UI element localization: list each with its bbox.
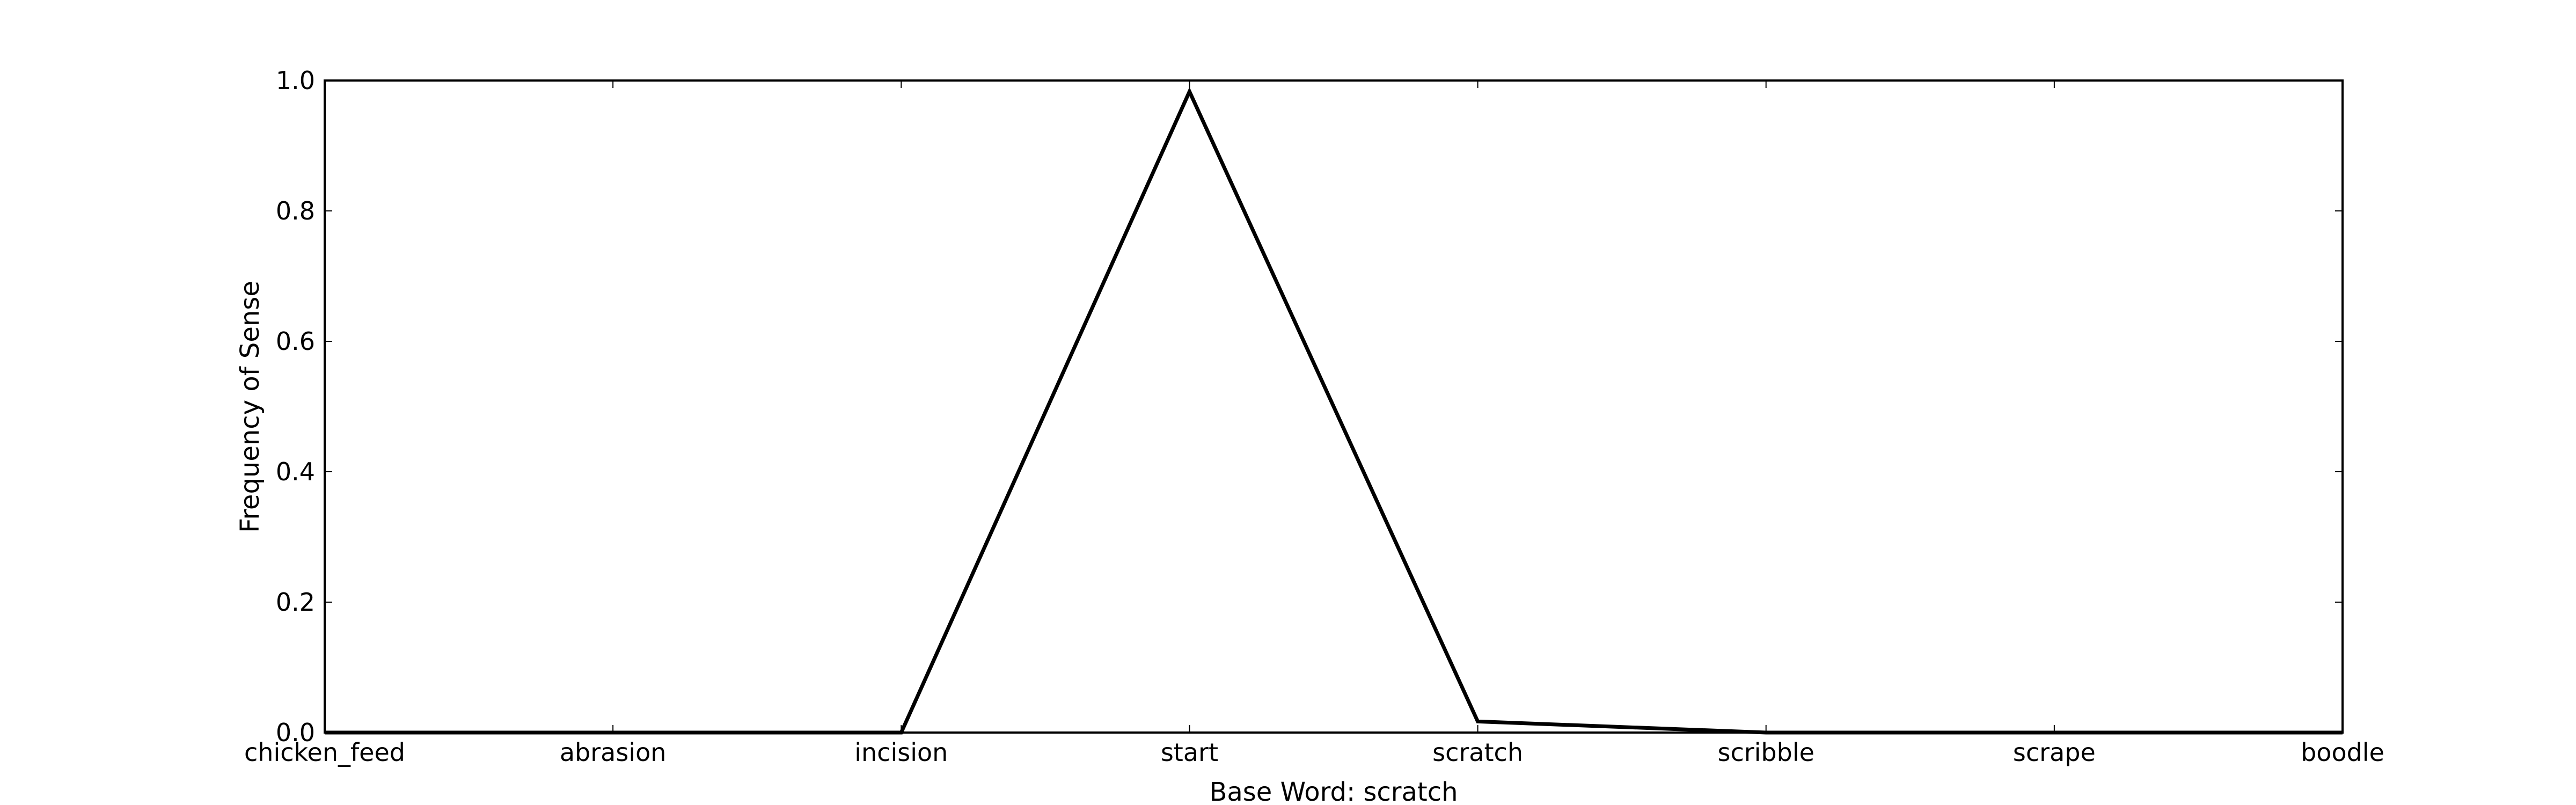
- x-tick-label: start: [1161, 738, 1218, 767]
- y-tick-label: 0.6: [276, 327, 315, 356]
- x-tick-label: chicken_feed: [244, 738, 405, 767]
- x-tick-label: scribble: [1717, 738, 1814, 767]
- x-tick-label: abrasion: [560, 738, 667, 767]
- y-axis-label: Frequency of Sense: [235, 281, 265, 533]
- y-tick-label: 0.0: [276, 718, 315, 747]
- y-tick-labels: 0.0 0.2 0.4 0.6 0.8 1.0: [276, 66, 315, 747]
- y-tick-label: 0.8: [276, 196, 315, 225]
- y-tick-label: 0.4: [276, 457, 315, 486]
- y-tick-label: 0.2: [276, 588, 315, 617]
- x-axis-label: Base Word: scratch: [1209, 777, 1458, 805]
- x-tick-label: boodle: [2301, 738, 2384, 767]
- x-tick-labels: chicken_feed abrasion incision start scratch…: [244, 738, 2384, 767]
- x-tick-label: incision: [854, 738, 948, 767]
- x-tick-label: scrape: [2013, 738, 2096, 767]
- data-point: [1189, 91, 1190, 92]
- x-tick-label: scratch: [1432, 738, 1523, 767]
- y-tick-label: 1.0: [276, 66, 315, 95]
- plot-frame: [324, 79, 2344, 734]
- data-point: [1477, 721, 1479, 722]
